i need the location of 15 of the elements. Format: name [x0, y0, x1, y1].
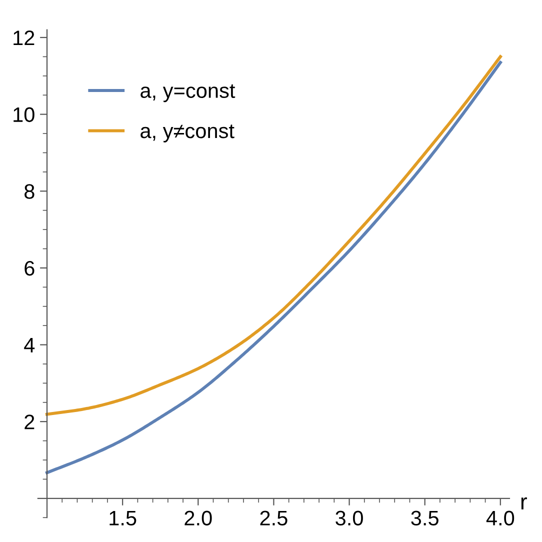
x-tick-label: 3.5 [411, 510, 438, 526]
y-tick-label: 12 [14, 30, 34, 46]
y-tick-label: 2 [24, 414, 34, 430]
x-tick-label: 3.0 [336, 510, 363, 526]
y-tick-label: 10 [14, 107, 34, 122]
x-tick-label: 4.0 [486, 510, 514, 526]
x-tick-label: 2.5 [260, 510, 288, 526]
y-tick-label: 8 [24, 184, 34, 199]
y-tick-label: 6 [24, 260, 34, 276]
x-tick-label: 2.0 [184, 510, 212, 526]
x-axis-title: r [521, 497, 527, 510]
y-tick-label: 4 [24, 338, 35, 352]
x-tick-label: 1.5 [110, 510, 136, 526]
legend-label: a, y=const [140, 84, 236, 102]
legend-label: a, y≠const [140, 124, 234, 142]
